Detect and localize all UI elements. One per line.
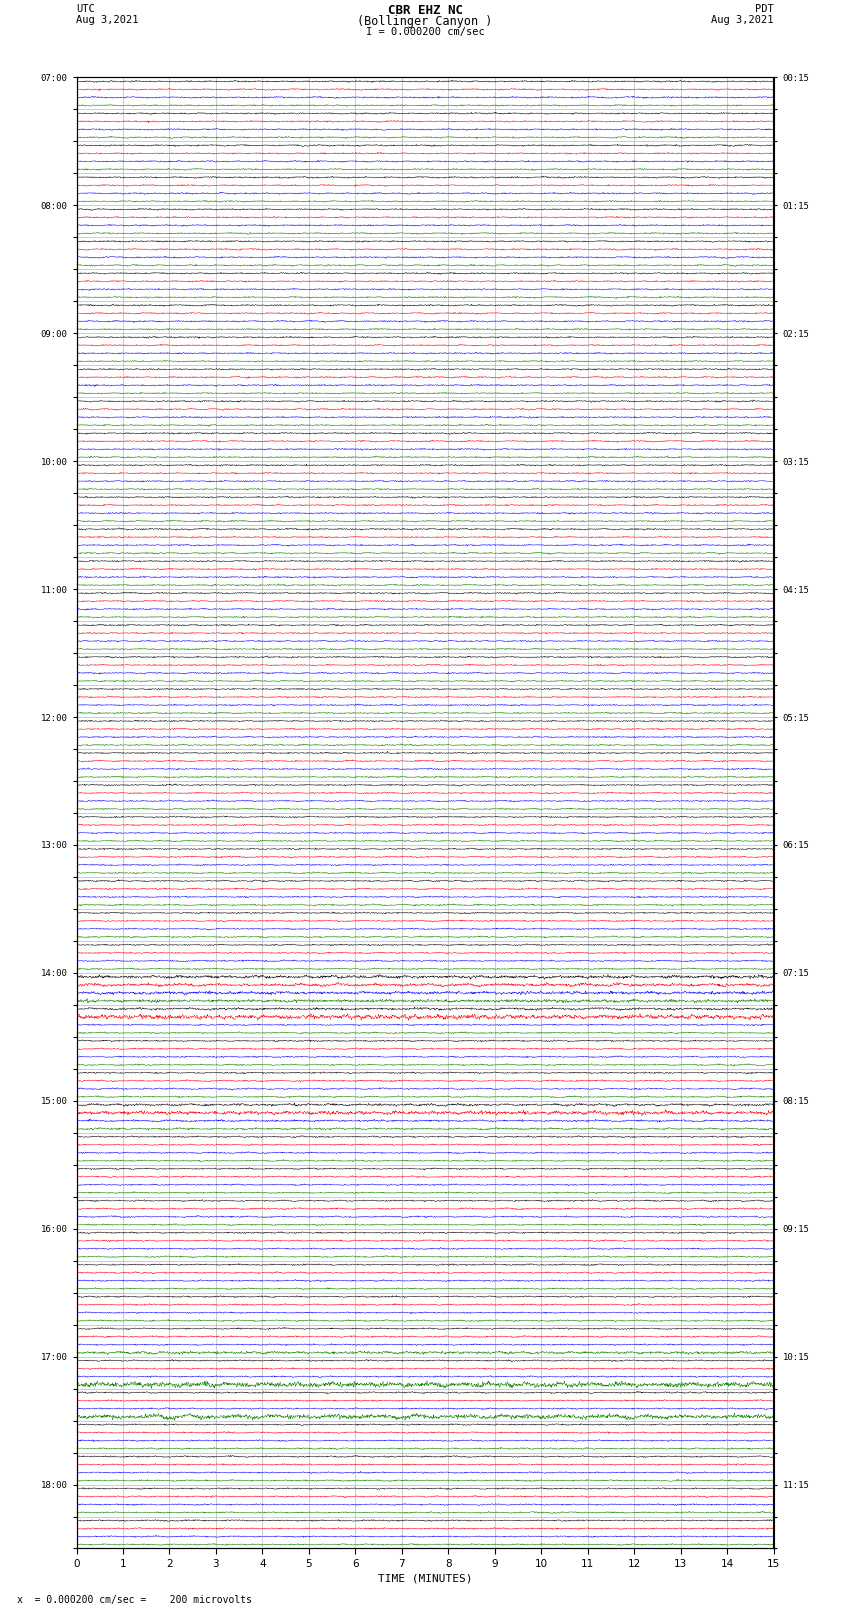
Text: UTC: UTC [76,5,95,15]
Text: CBR EHZ NC: CBR EHZ NC [388,5,462,18]
Text: x  = 0.000200 cm/sec =    200 microvolts: x = 0.000200 cm/sec = 200 microvolts [17,1595,252,1605]
X-axis label: TIME (MINUTES): TIME (MINUTES) [377,1573,473,1582]
Text: PDT: PDT [755,5,774,15]
Text: Aug 3,2021: Aug 3,2021 [76,16,139,26]
Text: (Bollinger Canyon ): (Bollinger Canyon ) [357,16,493,29]
Text: I = 0.000200 cm/sec: I = 0.000200 cm/sec [366,26,484,37]
Text: Aug 3,2021: Aug 3,2021 [711,16,774,26]
